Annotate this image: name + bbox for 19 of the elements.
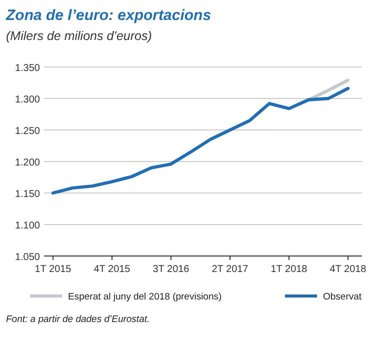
y-tick-label: 1.350: [14, 63, 40, 74]
y-tick-label: 1.050: [14, 252, 40, 263]
line-series: [51, 86, 350, 195]
chart-title: Zona de l’euro: exportacions: [5, 7, 212, 24]
y-tick-label: 1.250: [14, 126, 40, 137]
y-tick-label: 1.150: [14, 189, 40, 200]
x-tick-label: 1T 2018: [270, 264, 308, 275]
legend-label: Observat: [323, 292, 362, 302]
x-tick-label: 2T 2017: [212, 264, 249, 275]
x-tick-label: 1T 2015: [34, 264, 72, 275]
x-tick-label: 4T 2015: [94, 264, 131, 275]
chart-subtitle: (Milers de milions d’euros): [6, 29, 152, 43]
legend-label: Esperat al juny del 2018 (previsions): [68, 292, 222, 302]
x-tick-label: 3T 2016: [152, 264, 190, 275]
text: Font: a partir de dades d’Eurostat.: [6, 314, 150, 325]
y-tick-label: 1.200: [14, 158, 40, 168]
y-tick-label: 1.300: [14, 94, 40, 106]
x-tick-label: 4T 2018: [330, 264, 367, 275]
y-tick-label: 1.100: [14, 220, 40, 232]
